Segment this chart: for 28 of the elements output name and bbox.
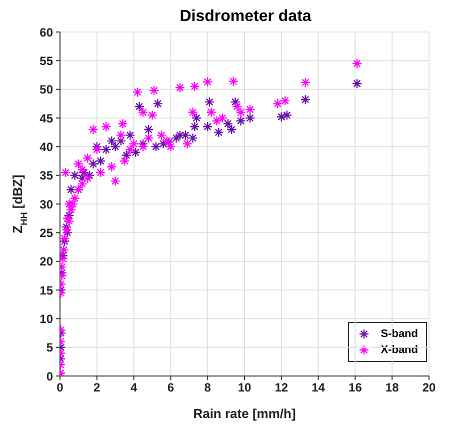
x-tick-label: 0 <box>56 380 64 395</box>
x-tick-label: 6 <box>167 380 174 395</box>
legend-label: X-band <box>380 343 418 358</box>
x-axis-title: Rain rate [mm/h] <box>193 406 296 421</box>
y-tick-label: 45 <box>40 111 54 126</box>
y-tick-label: 35 <box>40 168 54 183</box>
x-tick-label: 20 <box>422 380 436 395</box>
x-tick-label: 16 <box>348 380 362 395</box>
x-tick-label: 8 <box>204 380 212 395</box>
y-tick-label: 25 <box>40 226 54 240</box>
y-tick-label: 10 <box>40 312 54 326</box>
y-tick-label: 30 <box>40 197 54 212</box>
y-tick-label: 0 <box>46 369 54 384</box>
y-tick-label: 60 <box>40 25 54 40</box>
x-tick-label: 18 <box>385 380 400 395</box>
x-tick-label: 2 <box>94 380 101 395</box>
y-tick-label: 15 <box>40 283 54 298</box>
legend-label: S-band <box>380 327 418 342</box>
y-tick-label: 40 <box>40 140 54 154</box>
x-tick-label: 14 <box>312 380 326 395</box>
y-tick-label: 20 <box>40 254 54 269</box>
y-tick-label: 5 <box>46 340 54 355</box>
y-tick-label: 50 <box>40 82 54 97</box>
chart-title: Disdrometer data <box>178 8 312 26</box>
x-tick-label: 10 <box>238 380 252 395</box>
y-tick-label: 55 <box>40 54 54 68</box>
x-tick-label: 12 <box>274 380 288 395</box>
x-tick-label: 4 <box>130 380 138 395</box>
